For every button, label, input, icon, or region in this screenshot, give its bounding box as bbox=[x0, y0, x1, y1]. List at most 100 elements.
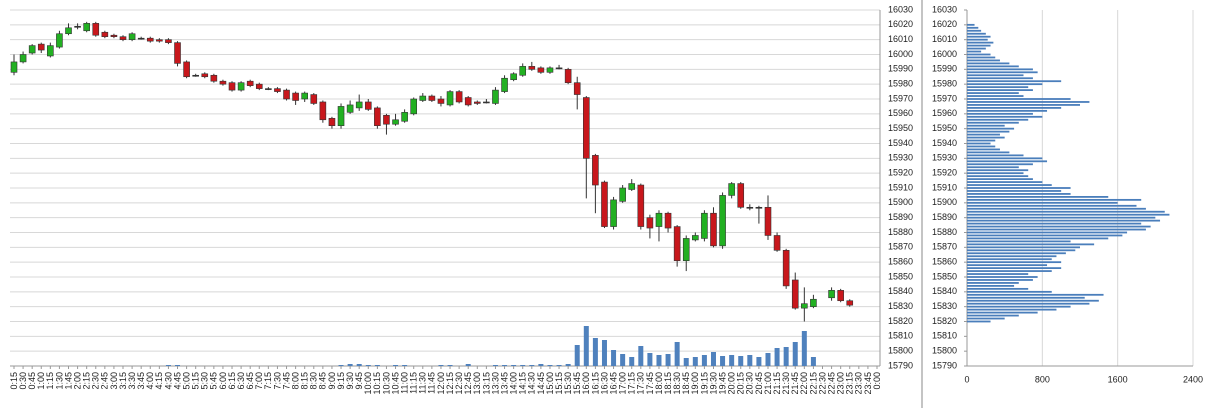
candle-body bbox=[10, 61, 18, 73]
candle-body bbox=[673, 226, 681, 261]
y-tick-label: 15880 bbox=[932, 227, 957, 237]
profile-bar bbox=[967, 237, 1109, 240]
profile-bar bbox=[967, 124, 1005, 127]
profile-bar bbox=[967, 311, 1038, 314]
volume-bar bbox=[547, 365, 553, 366]
candle-body bbox=[283, 89, 290, 100]
volume-bar bbox=[720, 356, 726, 366]
candle-body bbox=[610, 199, 617, 227]
x-tick-label: 11:00 bbox=[399, 372, 409, 394]
x-tick-label: 20:45 bbox=[754, 372, 764, 395]
x-tick-label: 4:45 bbox=[172, 372, 182, 390]
volume-bar bbox=[356, 364, 362, 366]
y-tick-label: 15800 bbox=[888, 346, 913, 356]
candle-body bbox=[764, 206, 772, 236]
x-tick-label: 3:15 bbox=[118, 372, 128, 390]
candle-body bbox=[219, 80, 227, 85]
candle-body bbox=[401, 112, 408, 122]
candle-body bbox=[810, 298, 817, 307]
y-tick-label: 15860 bbox=[932, 257, 957, 267]
candle-body bbox=[174, 42, 181, 64]
x-tick-label: 21:30 bbox=[781, 372, 791, 395]
y-tick-label: 15840 bbox=[888, 286, 913, 296]
y-tick-label: 15930 bbox=[888, 153, 913, 163]
x-tick-label: 17:30 bbox=[636, 372, 646, 395]
x-tick-label: 15:30 bbox=[563, 372, 573, 395]
x-tick-label: 11:45 bbox=[427, 372, 437, 394]
candle-body bbox=[755, 206, 763, 209]
y-tick-label: 15970 bbox=[888, 93, 913, 103]
profile-bar bbox=[967, 89, 1033, 91]
candle-body bbox=[246, 80, 254, 86]
x-tick-label: 9:30 bbox=[345, 372, 355, 390]
profile-bar bbox=[967, 213, 1170, 216]
profile-bar bbox=[967, 184, 1052, 186]
profile-bar bbox=[967, 74, 1024, 77]
profile-bar bbox=[967, 130, 1010, 133]
volume-bar bbox=[674, 342, 680, 366]
candle-body bbox=[37, 43, 45, 51]
x-tick-label: 7:45 bbox=[281, 372, 291, 390]
candle-body bbox=[255, 83, 263, 89]
volume-bar bbox=[756, 357, 762, 366]
candle-body bbox=[510, 73, 517, 81]
x-tick-label: 2:00 bbox=[72, 372, 82, 390]
y-tick-label: 15900 bbox=[932, 197, 957, 207]
x-tick-label: 1600 bbox=[1108, 374, 1128, 384]
candle-body bbox=[573, 82, 581, 95]
candle-body bbox=[655, 212, 663, 227]
y-tick-label: 15860 bbox=[888, 257, 913, 267]
volume-bar bbox=[465, 364, 471, 366]
x-tick-label: 21:15 bbox=[772, 372, 782, 395]
profile-bar bbox=[967, 228, 1146, 231]
candle-body bbox=[773, 235, 781, 251]
x-tick-label: 0 bbox=[964, 374, 969, 384]
candle-body bbox=[592, 155, 599, 186]
volume-bar bbox=[620, 354, 626, 366]
profile-bar bbox=[967, 145, 996, 148]
x-tick-label: 0:30 bbox=[18, 372, 28, 390]
x-tick-label: 23:15 bbox=[845, 372, 855, 395]
x-tick-label: 16:15 bbox=[590, 372, 600, 395]
y-tick-label: 15790 bbox=[932, 360, 957, 370]
volume-bar bbox=[583, 326, 589, 366]
profile-bar bbox=[967, 86, 1029, 89]
volume-bar bbox=[365, 365, 371, 366]
candle-body bbox=[201, 73, 209, 78]
candle-body bbox=[110, 34, 118, 38]
x-tick-label: 15:15 bbox=[554, 372, 564, 395]
profile-bar bbox=[967, 29, 982, 32]
x-tick-label: 10:15 bbox=[372, 372, 382, 395]
profile-bar bbox=[967, 71, 1038, 74]
x-tick-label: 19:30 bbox=[708, 372, 718, 395]
y-tick-label: 15880 bbox=[888, 227, 913, 237]
candle-body bbox=[74, 26, 81, 28]
profile-bar bbox=[967, 115, 1043, 118]
y-tick-label: 15910 bbox=[932, 182, 957, 192]
profile-bar bbox=[967, 41, 994, 44]
x-tick-label: 1:00 bbox=[36, 372, 46, 390]
x-tick-label: 3:30 bbox=[127, 372, 137, 390]
x-tick-label: 18:15 bbox=[663, 372, 673, 395]
x-tick-label: 5:15 bbox=[191, 372, 201, 390]
x-tick-label: 0:15 bbox=[9, 372, 19, 390]
y-tick-label: 15870 bbox=[888, 242, 913, 252]
profile-bar bbox=[967, 193, 1071, 195]
volume-bar bbox=[347, 364, 353, 366]
profile-bar bbox=[967, 267, 1062, 269]
x-tick-label: 17:15 bbox=[627, 372, 637, 395]
profile-bar bbox=[967, 190, 1062, 192]
candle-body bbox=[292, 92, 299, 101]
volume-bar bbox=[747, 355, 753, 366]
profile-bar bbox=[967, 240, 1071, 243]
profile-bar bbox=[967, 276, 1038, 278]
y-tick-label: 15990 bbox=[888, 64, 913, 74]
volume-bar bbox=[447, 365, 453, 366]
candle-body bbox=[228, 82, 236, 91]
candle-body bbox=[528, 66, 536, 70]
candle-body bbox=[237, 82, 245, 91]
y-tick-label: 15960 bbox=[888, 108, 913, 118]
volume-bar bbox=[738, 356, 744, 366]
profile-bar bbox=[967, 133, 1000, 136]
candle-body bbox=[437, 98, 445, 104]
